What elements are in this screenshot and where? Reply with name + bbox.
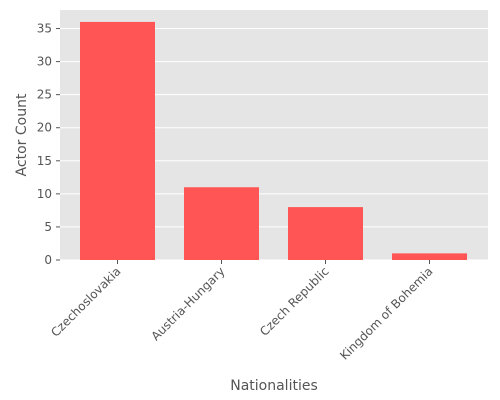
y-tick-label: 5 bbox=[44, 220, 52, 234]
y-axis-label: Actor Count bbox=[14, 93, 30, 176]
bar bbox=[392, 253, 467, 260]
x-tick-label: Czech Republic bbox=[257, 264, 332, 339]
bar bbox=[80, 21, 155, 261]
y-tick-label: 25 bbox=[37, 88, 52, 102]
bar bbox=[288, 207, 363, 260]
x-tick-label: Czechoslovakia bbox=[48, 264, 123, 339]
x-tick-label: Austria-Hungary bbox=[148, 264, 227, 343]
y-tick-label: 30 bbox=[37, 55, 52, 69]
y-tick-label: 10 bbox=[37, 187, 52, 201]
x-tick-label: Kingdom of Bohemia bbox=[337, 264, 435, 362]
y-tick-label: 35 bbox=[37, 22, 52, 36]
x-axis-label: Nationalities bbox=[230, 378, 318, 394]
bar bbox=[184, 187, 259, 260]
y-tick-label: 20 bbox=[37, 121, 52, 135]
y-tick-label: 0 bbox=[44, 253, 52, 267]
y-tick-label: 15 bbox=[37, 154, 52, 168]
